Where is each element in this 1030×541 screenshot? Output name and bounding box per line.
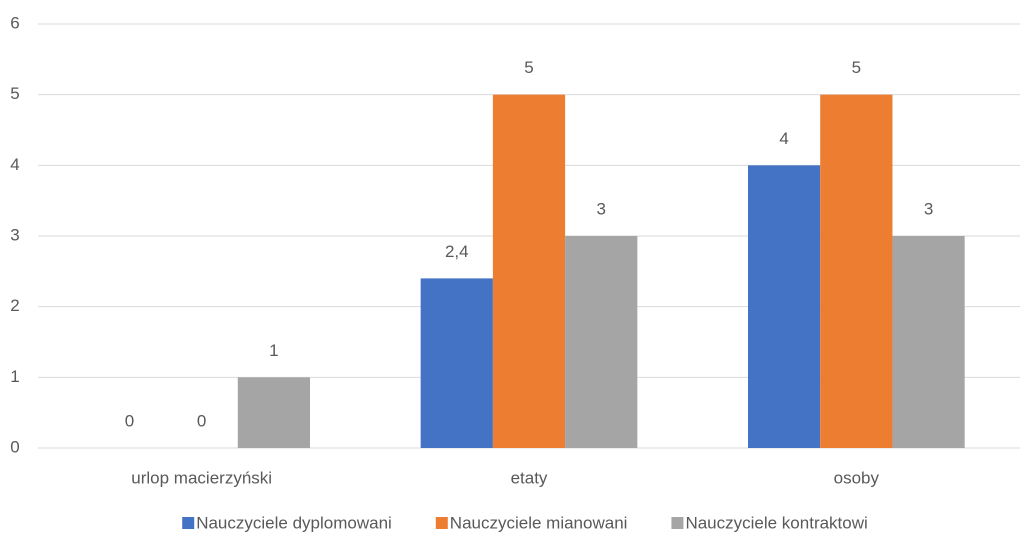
legend-swatch — [671, 517, 684, 529]
data-label: 3 — [596, 199, 605, 218]
legend-label: Nauczyciele dyplomowani — [196, 513, 392, 532]
bar — [420, 278, 493, 448]
bar — [565, 236, 638, 448]
y-tick-label: 4 — [10, 155, 19, 174]
data-label: 1 — [269, 341, 278, 360]
legend-swatch — [435, 517, 448, 529]
x-tick-label: osoby — [834, 468, 880, 487]
data-label: 0 — [197, 411, 206, 430]
data-label: 5 — [852, 58, 861, 77]
legend: Nauczyciele dyplomowani Nauczyciele miano… — [182, 513, 868, 532]
x-tick-label: etaty — [511, 468, 548, 487]
data-label: 3 — [924, 199, 933, 218]
legend-label: Nauczyciele mianowani — [450, 513, 628, 532]
y-tick-label: 1 — [10, 367, 19, 386]
y-tick-label: 3 — [10, 225, 19, 244]
data-label: 5 — [524, 58, 533, 77]
y-tick-label: 2 — [10, 296, 19, 315]
data-label: 2,4 — [445, 242, 469, 261]
y-tick-label: 6 — [10, 13, 19, 32]
y-tick-label: 5 — [10, 84, 19, 103]
bar — [820, 94, 893, 449]
data-label: 4 — [779, 129, 788, 148]
bar — [492, 94, 566, 449]
data-label: 0 — [125, 411, 134, 430]
legend-label: Nauczyciele kontraktowi — [685, 513, 867, 532]
y-tick-label: 0 — [10, 437, 19, 456]
bar — [892, 236, 965, 448]
x-tick-label: urlop macierzyński — [131, 468, 272, 487]
bar — [748, 165, 821, 449]
legend-swatch — [182, 517, 195, 529]
bar — [237, 377, 310, 448]
